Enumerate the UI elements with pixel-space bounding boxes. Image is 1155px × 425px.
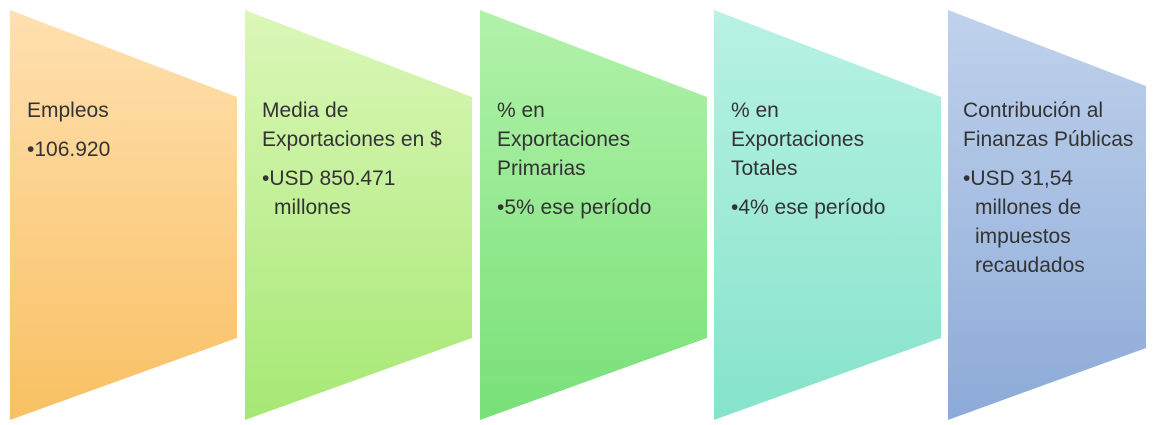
bullet: USD 31,54 millones de impuestos recaudad… xyxy=(963,164,1145,280)
text-block: Media de Exportaciones en $ USD 850.471 m… xyxy=(262,96,444,222)
title: Empleos xyxy=(27,99,109,122)
text-block: % en Exportaciones Totales 4% ese período xyxy=(731,96,913,222)
bullet: 106.920 xyxy=(27,135,209,164)
title: Media de Exportaciones en $ xyxy=(262,99,442,151)
title: % en Exportaciones Primarias xyxy=(497,99,631,180)
title: % en Exportaciones Totales xyxy=(731,99,865,180)
bullet: USD 850.471 millones xyxy=(262,164,444,222)
text-block: Contribución al Finanzas Públicas USD 31,… xyxy=(963,96,1145,280)
text-block: Empleos 106.920 xyxy=(27,96,209,164)
shape xyxy=(10,10,237,420)
bullet: 5% ese período xyxy=(497,193,679,222)
bullet: 4% ese período xyxy=(731,193,913,222)
text-block: % en Exportaciones Primarias 5% ese perío… xyxy=(497,96,679,222)
title: Contribución al Finanzas Públicas xyxy=(963,99,1134,151)
